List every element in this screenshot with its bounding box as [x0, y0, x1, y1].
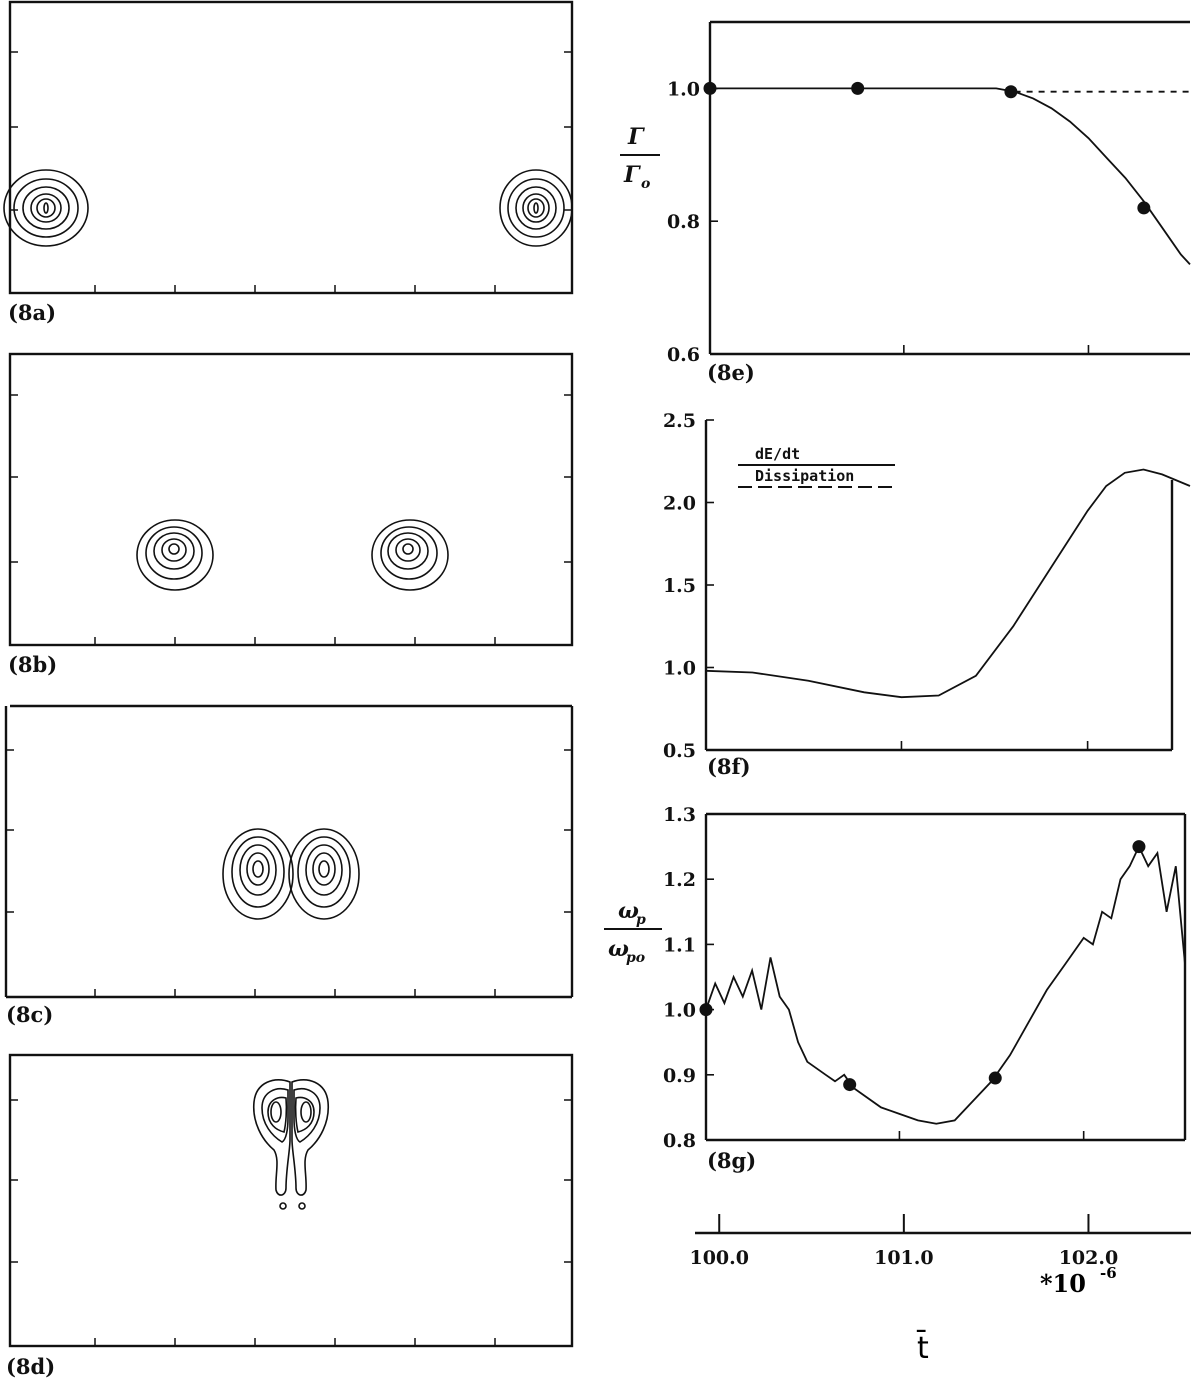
vortex-pair-8d — [252, 1078, 330, 1210]
chart-8e-ylabel-num: Γ — [627, 124, 645, 150]
data-marker — [1137, 201, 1151, 215]
chart-8g-frame — [704, 812, 1187, 1142]
y-tick-label: 0.8 — [663, 1130, 696, 1152]
frame-ticks-8d — [10, 1099, 572, 1346]
y-tick-label: 1.2 — [663, 869, 696, 891]
chart-8f-ticks: 2.5 2.0 1.5 1.0 0.5 — [663, 410, 714, 762]
time-axis: 100.0 101.0 102.0 *10 -6 t̄ — [689, 1214, 1191, 1366]
data-marker — [843, 1078, 857, 1092]
series-line-s0 — [705, 468, 1191, 699]
y-tick-label: 0.6 — [667, 344, 700, 366]
chart-8e-series — [703, 81, 1191, 266]
chart-8e-ylabel-den: Γ — [623, 162, 641, 188]
chart-8g-ylabel-num-sub: p — [636, 912, 646, 928]
chart-8e-frame — [708, 20, 1190, 356]
chart-8f-xticks — [900, 741, 1089, 750]
y-tick-label: 1.1 — [663, 934, 696, 956]
y-tick-label: 0.9 — [663, 1065, 696, 1087]
chart-8g-panel-label: (8g) — [707, 1148, 756, 1173]
contour-panel-8b: (8b) — [8, 352, 574, 677]
time-tick-label: 100.0 — [689, 1247, 749, 1269]
time-axis-label: t̄ — [917, 1330, 929, 1366]
chart-8g-ylabel-den: ω — [608, 936, 629, 962]
time-axis-ticks: 100.0 101.0 102.0 — [689, 1214, 1118, 1269]
vortex-right-8b — [371, 519, 449, 591]
data-marker — [1004, 85, 1018, 99]
vortex-right-8a — [499, 169, 573, 247]
y-tick-label: 1.0 — [663, 1000, 696, 1022]
panel-label-8c: (8c) — [6, 1002, 53, 1027]
contour-panel-8a: (8a) — [3, 0, 574, 325]
chart-8e-xticks — [903, 345, 1090, 354]
y-tick-label: 2.5 — [663, 410, 696, 432]
chart-8f-series — [705, 468, 1191, 699]
vortex-pair-8c — [222, 828, 360, 920]
legend-entry-dissipation: Dissipation — [755, 467, 854, 485]
time-tick-label: 101.0 — [874, 1247, 934, 1269]
chart-8g-ylabel-num: ω — [618, 898, 639, 924]
time-tick-label: 102.0 — [1059, 1247, 1119, 1269]
chart-8g-xticks — [898, 1131, 1085, 1140]
time-axis-scale: *10 — [1040, 1269, 1086, 1298]
y-tick-label: 2.0 — [663, 493, 696, 515]
chart-8f-legend: dE/dt Dissipation — [738, 445, 895, 488]
chart-8f: 2.5 2.0 1.5 1.0 0.5 dE/dt Dissipation (8f) — [663, 410, 1191, 779]
chart-8g-series — [699, 840, 1186, 1125]
data-marker — [703, 81, 717, 95]
time-axis-scale-exp: -6 — [1100, 1264, 1117, 1282]
chart-8e-panel-label: (8e) — [707, 360, 755, 385]
chart-8e: 1.0 0.8 0.6 Γ Γ o (8e) — [620, 20, 1191, 385]
panel-label-8b: (8b) — [8, 652, 57, 677]
chart-8e-ylabel-den-sub: o — [641, 176, 650, 192]
series-line-solid — [710, 87, 1191, 266]
chart-8g-ylabel-den-sub: po — [626, 950, 645, 966]
chart-8f-panel-label: (8f) — [707, 754, 751, 779]
series-line-s0 — [705, 844, 1186, 1125]
contour-panel-8d: (8d) — [6, 1053, 574, 1379]
vortex-left-8b — [136, 519, 214, 591]
data-marker — [851, 81, 865, 95]
y-tick-label: 1.0 — [663, 658, 696, 680]
data-marker — [1132, 840, 1146, 854]
chart-8e-ylabel: Γ Γ o — [620, 124, 660, 192]
legend-entry-dedt: dE/dt — [755, 445, 800, 463]
frame-ticks-8a — [10, 51, 572, 293]
panel-label-8a: (8a) — [8, 300, 56, 325]
vortex-left-8a — [3, 169, 89, 247]
data-marker — [988, 1071, 1002, 1085]
y-tick-label: 1.3 — [663, 804, 696, 826]
data-marker — [699, 1003, 713, 1017]
y-tick-label: 0.8 — [667, 211, 700, 233]
contour-panel-8c: (8c) — [4, 704, 574, 1027]
y-tick-label: 1.5 — [663, 575, 696, 597]
frame-ticks-8c — [6, 749, 572, 997]
chart-8g-ylabel: ω p ω po — [604, 898, 662, 966]
panel-label-8d: (8d) — [6, 1354, 55, 1379]
frame-ticks-8b — [10, 394, 572, 645]
y-tick-label: 0.5 — [663, 740, 696, 762]
chart-8e-ticks: 1.0 0.8 0.6 — [667, 78, 718, 366]
y-tick-label: 1.0 — [667, 78, 700, 100]
chart-8g: 1.3 1.2 1.1 1.0 0.9 0.8 ω p ω po (8g) — [604, 804, 1187, 1173]
